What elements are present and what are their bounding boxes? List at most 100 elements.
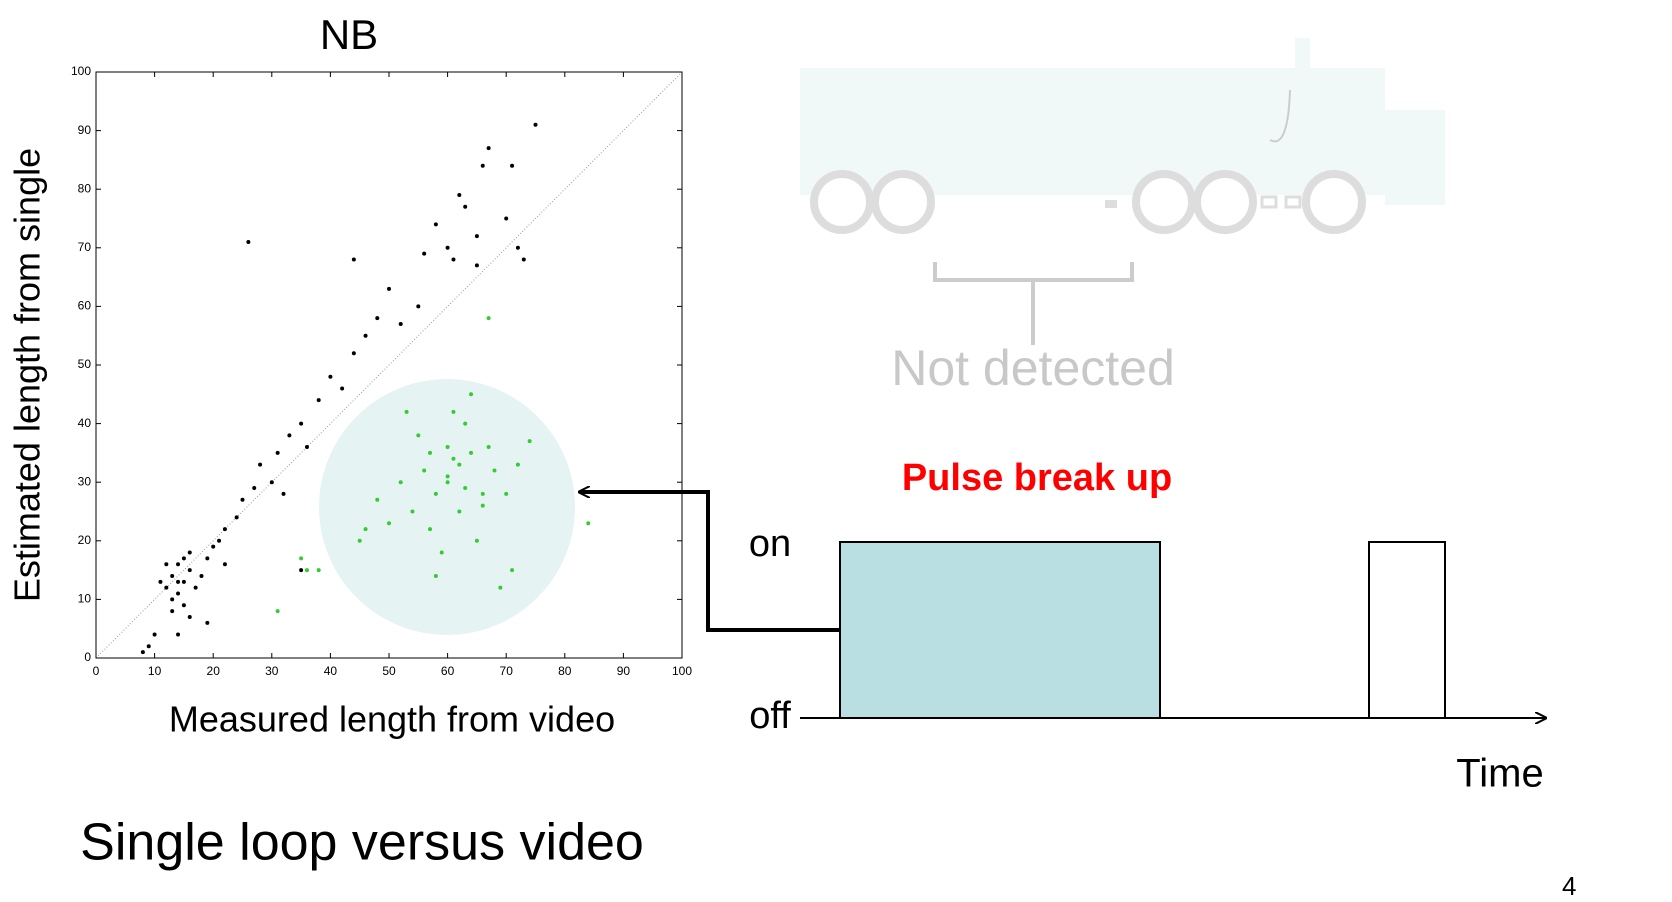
long-pulse [839, 541, 1161, 719]
scatter-point [486, 316, 491, 321]
y-tick-label: 0 [84, 650, 91, 664]
scatter-point [457, 193, 462, 198]
caption: Single loop versus video [80, 814, 644, 872]
scatter-point [187, 614, 192, 619]
x-tick-label: 40 [324, 664, 338, 678]
x-tick-label: 20 [207, 664, 221, 678]
x-tick-label: 90 [617, 664, 631, 678]
y-tick-label: 60 [78, 299, 92, 313]
truck-illustration [800, 38, 1445, 345]
time-label: Time [1456, 752, 1543, 796]
scatter-point [428, 450, 433, 455]
scatter-point [275, 609, 280, 614]
scatter-point [152, 632, 157, 637]
scatter-point [181, 556, 186, 561]
y-tick-label: 70 [78, 240, 92, 254]
highlight-circle [319, 379, 575, 635]
scatter-point [363, 527, 368, 532]
scatter-point [269, 480, 274, 485]
scatter-point [433, 491, 438, 496]
scatter-point [211, 544, 216, 549]
scatter-point [398, 480, 403, 485]
scatter-point [474, 234, 479, 239]
scatter-point [299, 556, 304, 561]
scatter-point [176, 591, 181, 596]
x-tick-label: 30 [265, 664, 279, 678]
scatter-point [480, 163, 485, 168]
scatter-point [515, 245, 520, 250]
scatter-point [533, 122, 538, 127]
scatter-point [187, 550, 192, 555]
scatter-point [480, 503, 485, 508]
scatter-point [404, 409, 409, 414]
scatter-point [193, 585, 198, 590]
plot-area [140, 122, 591, 655]
scatter-point [451, 456, 456, 461]
scatter-point [281, 491, 286, 496]
scatter-point [252, 486, 257, 491]
scatter-point [410, 509, 415, 514]
x-tick-label: 10 [148, 664, 162, 678]
scatter-point [299, 421, 304, 426]
scatter-point [217, 538, 222, 543]
scatter-point [422, 468, 427, 473]
not-detected-label: Not detected [891, 340, 1175, 396]
scatter-point [234, 515, 239, 520]
scatter-point [158, 579, 163, 584]
y-tick-label: 20 [78, 533, 92, 547]
scatter-point [275, 450, 280, 455]
y-tick-label: 40 [78, 416, 92, 430]
scatter-point [170, 597, 175, 602]
scatter-point [176, 632, 181, 637]
scatter-point [351, 351, 356, 356]
scatter-point [445, 480, 450, 485]
short-pulse [1368, 541, 1446, 719]
scatter-point [445, 245, 450, 250]
scatter-point [222, 527, 227, 532]
x-tick-label: 0 [93, 664, 100, 678]
scatter-point [222, 562, 227, 567]
scatter-point [205, 620, 210, 625]
scatter-point [480, 491, 485, 496]
y-tick-label: 50 [78, 357, 92, 371]
off-label: off [749, 695, 791, 737]
scatter-point [299, 568, 304, 573]
y-tick-label: 10 [78, 592, 92, 606]
scatter-point [469, 392, 474, 397]
scatter-point [357, 538, 362, 543]
scatter-point [486, 445, 491, 450]
scatter-point [457, 462, 462, 467]
scatter-point [451, 257, 456, 262]
scatter-point [287, 433, 292, 438]
scatter-point [304, 445, 309, 450]
connector-arrow [580, 492, 840, 632]
pulse-headline: Pulse break up [902, 457, 1172, 499]
scatter-point [187, 568, 192, 573]
scatter-point [176, 579, 181, 584]
x-tick-label: 70 [500, 664, 514, 678]
scatter-point [504, 216, 509, 221]
scatter-point [586, 521, 591, 526]
scatter-point [428, 527, 433, 532]
on-label: on [749, 523, 791, 565]
scatter-point [363, 333, 368, 338]
scatter-point [170, 573, 175, 578]
scatter-point [181, 603, 186, 608]
scatter-point [445, 474, 450, 479]
scatter-point [398, 321, 403, 326]
scatter-point [146, 644, 151, 649]
scatter-point [164, 585, 169, 590]
scatter-point [492, 468, 497, 473]
y-axis-label: Estimated length from single [7, 148, 48, 602]
scatter-point [433, 222, 438, 227]
scatter-point [451, 409, 456, 414]
scatter-point [433, 573, 438, 578]
scatter-point [387, 521, 391, 526]
scatter-point [510, 568, 515, 573]
scatter-point [164, 562, 169, 567]
scatter-point [170, 609, 175, 614]
scatter-point [199, 573, 204, 578]
page-number: 4 [1562, 871, 1576, 901]
scatter-point [205, 556, 210, 561]
